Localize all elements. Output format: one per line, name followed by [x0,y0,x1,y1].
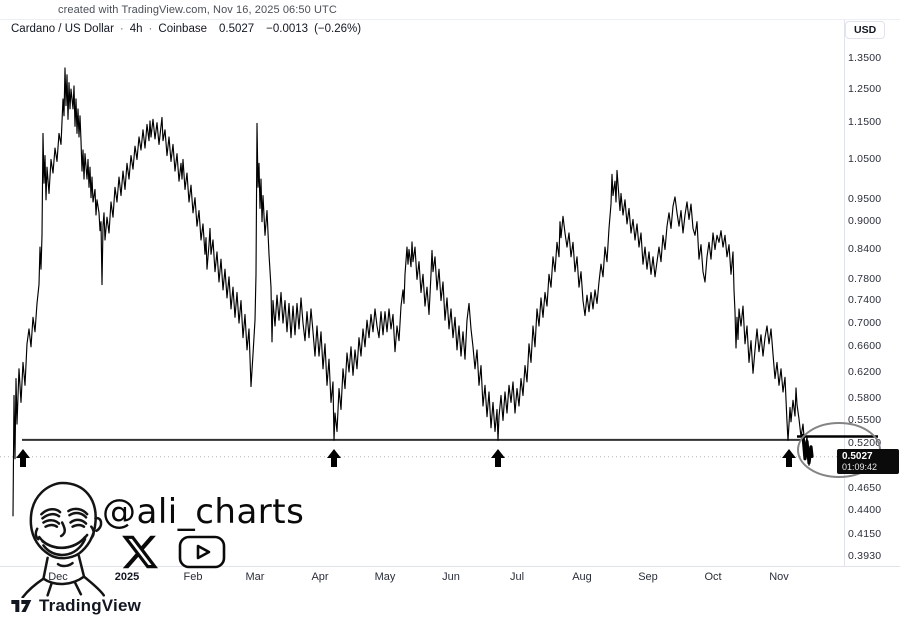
currency-unit-badge: USD [845,21,886,39]
price-series-tail [801,433,814,465]
month-label: Apr [311,571,329,583]
current-price-label: 0.5027 01:09:42 [837,448,899,474]
price-tick: 0.5200 [848,436,882,449]
tradingview-logo-mark [11,600,32,612]
price-tick: 0.7000 [848,316,882,329]
price-tick: 0.7400 [848,294,882,307]
last-price: 0.5027 [218,23,255,35]
watermark-face-sketch [21,481,106,599]
up-arrow [782,449,796,467]
price-tick: 1.1500 [848,116,882,129]
price-series [12,67,813,517]
up-arrow [491,449,505,467]
month-label: Dec [48,571,68,583]
month-label: Jun [442,571,460,583]
month-label: Sep [638,571,658,583]
up-arrow [16,449,30,467]
month-label: Aug [572,571,592,583]
attribution-note: created with TradingView.com, Nov 16, 20… [58,4,337,16]
tradingview-logo-text: TradingView [39,596,142,615]
chart-legend: Cardano / US Dollar · 4h · Coinbase 0.50… [11,23,361,35]
price-change-percent: (−0.26%) [314,23,362,35]
price-tick: 0.4650 [848,481,882,494]
price-tick: 0.5500 [848,413,882,426]
watermark: @ali_charts [6,472,306,599]
price-tick: 0.7800 [848,272,882,285]
price-tick: 1.2500 [848,82,882,95]
price-change: −0.0013 [266,23,309,35]
x-logo-icon [122,535,159,569]
price-tick: 0.6600 [848,340,882,353]
price-tick: 0.9000 [848,215,882,228]
price-tick: 0.5800 [848,392,882,405]
month-label: 2025 [114,571,140,583]
price-scale-border [844,20,845,566]
interval-label: 4h [129,23,143,35]
price-tick: 1.0500 [848,153,882,165]
tradingview-logo: TradingView [10,596,141,616]
month-label: Mar [245,571,265,583]
legend-separator: · [119,23,124,35]
price-tick: 0.9500 [848,193,882,206]
current-price-value: 0.5027 [842,450,873,462]
price-tick: 1.3500 [848,51,882,64]
legend-separator: · [148,23,153,35]
price-tick: 0.3930 [848,549,882,562]
price-tick: 0.6200 [848,365,882,378]
month-label: May [374,571,396,583]
month-label: Feb [183,571,203,583]
up-arrow [327,449,341,467]
price-tick: 0.8400 [848,243,882,255]
month-label: Jul [509,571,525,583]
header-divider [0,19,900,20]
bar-countdown-timer: 01:09:42 [842,461,878,472]
price-scale[interactable] [844,20,900,566]
time-scale-border [0,566,900,567]
exchange-name: Coinbase [158,23,207,35]
price-tick: 0.4400 [848,503,882,516]
price-tick: 0.4150 [848,527,882,540]
symbol-name: Cardano / US Dollar [11,23,114,35]
watermark-handle: @ali_charts [102,492,305,532]
youtube-logo-icon [178,535,226,569]
month-label: Oct [704,571,722,583]
month-label: Nov [769,571,789,583]
